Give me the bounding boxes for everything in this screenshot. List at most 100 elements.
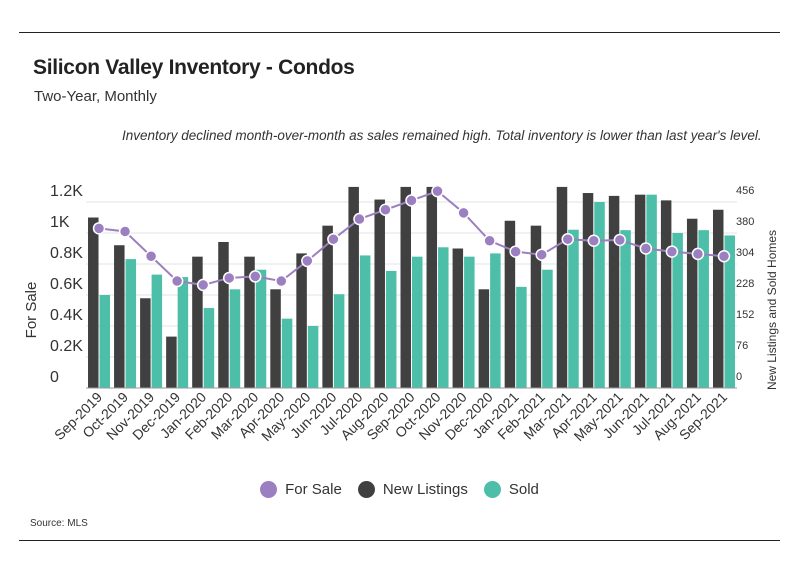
for-sale-point	[483, 234, 496, 247]
for-sale-point	[457, 206, 470, 220]
new-listings-swatch	[357, 481, 375, 498]
for-sale-point	[405, 194, 418, 207]
legend-label-new-listings: New Listings	[382, 481, 468, 498]
sold-bar	[203, 308, 215, 388]
sold-bar	[229, 289, 241, 388]
new-listings-bar	[140, 298, 151, 388]
sold-bar	[672, 233, 683, 388]
sold-bar	[568, 229, 579, 388]
for-sale-point	[431, 184, 444, 198]
left-tick-label: 0.4K	[50, 307, 83, 324]
sold-bar	[281, 318, 293, 388]
right-axis-title: New Listings and Sold Homes	[765, 230, 779, 390]
left-tick-label: 1.2K	[50, 183, 83, 200]
sold-bar	[698, 230, 709, 388]
legend-item-new-listings: New Listings	[357, 481, 468, 498]
new-listings-bar	[556, 186, 568, 388]
sold-bar	[359, 255, 371, 388]
chart-annotation: Inventory declined month-over-month as s…	[122, 128, 762, 143]
for-sale-point	[222, 271, 236, 285]
new-listings-bar	[218, 241, 229, 388]
new-listings-bar	[608, 195, 620, 388]
new-listings-bar	[686, 218, 698, 388]
for-sale-point	[196, 278, 210, 292]
sold-bar	[412, 256, 423, 388]
new-listings-bar	[712, 209, 724, 388]
left-tick-label: 0.6K	[50, 276, 83, 293]
for-sale-point	[639, 242, 653, 255]
sold-bar	[307, 326, 319, 388]
for-sale-point	[327, 232, 340, 246]
sold-swatch	[483, 481, 501, 498]
new-listings-bar	[400, 186, 411, 388]
for-sale-point	[587, 234, 601, 247]
left-tick-label: 0.8K	[50, 245, 83, 262]
new-listings-bar	[478, 289, 490, 388]
new-listings-bar	[270, 289, 281, 388]
for-sale-point	[170, 274, 184, 288]
right-tick-label: 76	[736, 340, 748, 352]
for-sale-point	[301, 254, 314, 268]
right-tick-label: 380	[736, 216, 754, 228]
for-sale-point	[717, 250, 731, 263]
for-sale-point	[144, 250, 158, 263]
right-tick-label: 228	[736, 278, 754, 290]
right-tick-label: 152	[736, 309, 754, 321]
new-listings-bar	[88, 217, 99, 388]
sold-bar	[385, 270, 397, 388]
for-sale-point	[613, 233, 627, 247]
sold-bar	[255, 269, 267, 388]
new-listings-bar	[114, 245, 125, 388]
bottom-rule	[19, 540, 780, 541]
new-listings-bar	[166, 336, 177, 388]
right-tick-label: 304	[736, 247, 754, 259]
for-sale-point	[275, 274, 288, 288]
new-listings-bar	[634, 194, 646, 388]
new-listings-bar	[322, 225, 333, 388]
sold-bar	[177, 277, 189, 388]
sold-bar	[99, 295, 111, 388]
for-sale-point	[118, 225, 132, 238]
sold-bar	[438, 247, 449, 388]
for-sale-point	[665, 245, 679, 258]
right-tick-label: 0	[736, 371, 742, 383]
left-axis-title: For Sale	[23, 282, 40, 339]
for-sale-point	[561, 232, 574, 246]
right-tick-label: 456	[736, 185, 754, 197]
legend-item-for-sale: For Sale	[260, 481, 342, 498]
sold-bar	[620, 230, 631, 388]
left-tick-label: 0.2K	[50, 338, 83, 355]
new-listings-bar	[660, 200, 672, 388]
new-listings-bar	[582, 193, 594, 388]
for-sale-point	[92, 222, 106, 235]
sold-bar	[464, 256, 475, 388]
chart-legend: For Sale New Listings Sold	[0, 481, 799, 498]
chart-title: Silicon Valley Inventory - Condos	[33, 56, 355, 79]
for-sale-point	[509, 245, 522, 258]
sold-bar	[125, 259, 137, 388]
left-tick-label: 0	[50, 369, 59, 386]
for-sale-swatch	[260, 481, 278, 498]
for-sale-point	[379, 203, 392, 216]
new-listings-bar	[192, 256, 203, 388]
new-listings-bar	[504, 220, 516, 388]
sold-bar	[516, 286, 527, 388]
sold-bar	[542, 269, 553, 388]
new-listings-bar	[374, 199, 385, 388]
for-sale-point	[249, 270, 262, 283]
new-listings-bar	[426, 186, 438, 388]
sold-bar	[490, 253, 501, 388]
sold-bar	[646, 194, 657, 388]
new-listings-bar	[244, 256, 255, 388]
sold-bar	[594, 202, 605, 388]
sold-bar	[724, 235, 735, 388]
legend-item-sold: Sold	[483, 481, 539, 498]
new-listings-bar	[348, 186, 359, 388]
legend-label-sold: Sold	[508, 481, 539, 498]
new-listings-bar	[530, 225, 542, 388]
new-listings-bar	[452, 248, 464, 388]
for-sale-point	[535, 248, 548, 261]
for-sale-point	[691, 247, 705, 261]
for-sale-point	[353, 212, 366, 226]
